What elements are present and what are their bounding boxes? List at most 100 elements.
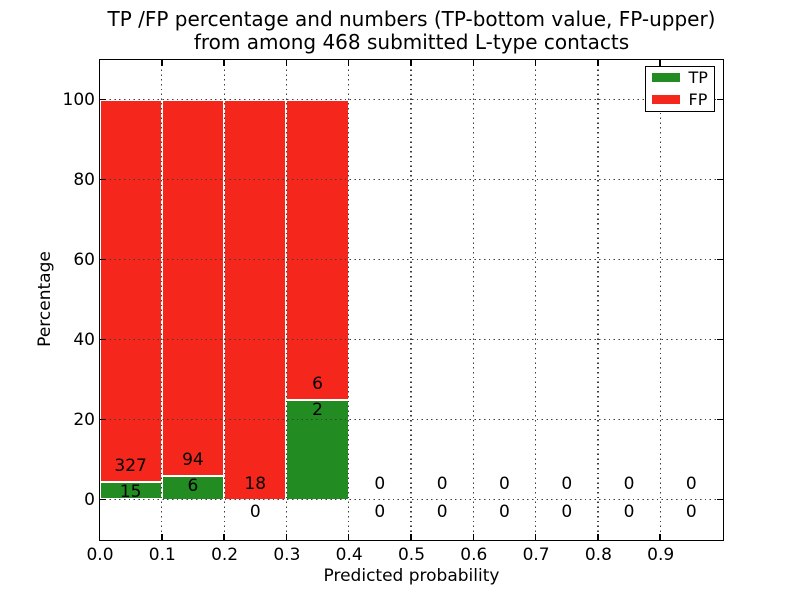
y-tick-mark bbox=[716, 98, 723, 101]
y-tick-label: 60 bbox=[73, 250, 95, 270]
x-tick-mark bbox=[659, 59, 661, 66]
y-tick-mark bbox=[99, 178, 106, 181]
fp-count-label: 6 bbox=[312, 373, 323, 394]
tp-color-swatch bbox=[651, 73, 680, 82]
gridline-horizontal bbox=[99, 338, 723, 341]
x-tick-mark bbox=[347, 533, 350, 540]
y-tick-mark bbox=[716, 338, 723, 341]
x-tick-mark bbox=[410, 533, 412, 540]
x-tick-mark bbox=[597, 533, 599, 540]
x-tick-mark bbox=[285, 533, 288, 540]
gridline-vertical bbox=[161, 59, 163, 540]
x-tick-mark bbox=[534, 59, 537, 66]
x-tick-label: 0.1 bbox=[148, 545, 176, 565]
y-tick-mark bbox=[716, 178, 723, 181]
x-axis-label: Predicted probability bbox=[323, 566, 500, 586]
gridline-horizontal bbox=[99, 498, 723, 501]
y-tick-label: 0 bbox=[84, 490, 95, 510]
y-tick-mark bbox=[716, 498, 723, 501]
gridline-vertical bbox=[410, 59, 412, 540]
gridline-horizontal bbox=[99, 418, 723, 421]
x-tick-label: 0.2 bbox=[211, 545, 239, 565]
y-tick-mark bbox=[716, 258, 723, 261]
x-tick-mark bbox=[597, 59, 599, 66]
bar-segment-tp bbox=[286, 399, 349, 500]
tp-count-label: 0 bbox=[561, 502, 573, 522]
x-tick-mark bbox=[534, 533, 537, 540]
x-tick-mark bbox=[161, 59, 163, 66]
fp-count-label: 0 bbox=[436, 473, 448, 494]
y-tick-mark bbox=[716, 418, 723, 421]
gridline-vertical bbox=[535, 59, 537, 540]
legend-label-tp: TP bbox=[688, 67, 708, 87]
tp-count-label: 0 bbox=[623, 502, 635, 522]
y-tick-label: 100 bbox=[62, 90, 95, 110]
gridline-vertical bbox=[597, 59, 599, 540]
tp-count-label: 0 bbox=[685, 502, 697, 522]
gridline-vertical bbox=[659, 59, 661, 540]
fp-count-label: 0 bbox=[623, 473, 635, 494]
plot-area: TP FP 327 15 94 6 18 0 6 2 0 0 0 0 0 0 0 0 0 0 0 0 bbox=[98, 58, 724, 541]
bar-segment-fp bbox=[286, 99, 349, 400]
gridline-vertical bbox=[472, 59, 474, 540]
legend-item-fp: FP bbox=[651, 89, 708, 109]
x-tick-label: 0.3 bbox=[273, 545, 301, 565]
y-tick-label: 20 bbox=[73, 410, 95, 430]
y-tick-mark bbox=[99, 258, 106, 261]
gridline-vertical bbox=[223, 59, 225, 540]
legend: TP FP bbox=[644, 65, 715, 112]
fp-count-label: 0 bbox=[685, 473, 697, 494]
bar-segment-fp bbox=[99, 99, 162, 482]
fp-count-label: 94 bbox=[182, 449, 204, 470]
tp-count-label: 0 bbox=[374, 502, 386, 522]
tp-count-label: 0 bbox=[436, 502, 448, 522]
bar-segment-fp bbox=[224, 99, 287, 500]
x-tick-mark bbox=[472, 59, 475, 66]
y-tick-label: 80 bbox=[73, 170, 95, 190]
tp-count-label: 15 bbox=[119, 481, 142, 502]
y-tick-mark bbox=[99, 338, 106, 341]
x-tick-mark bbox=[285, 59, 288, 66]
fp-count-label: 0 bbox=[374, 473, 386, 494]
chart-title-line1: TP /FP percentage and numbers (TP-bottom… bbox=[107, 7, 716, 31]
gridline-horizontal bbox=[99, 258, 723, 261]
x-tick-label: 0.5 bbox=[397, 545, 426, 565]
legend-label-fp: FP bbox=[688, 89, 708, 109]
x-tick-mark bbox=[223, 533, 225, 540]
x-tick-mark bbox=[472, 533, 475, 540]
fp-count-label: 0 bbox=[561, 473, 573, 494]
x-tick-mark bbox=[410, 59, 412, 66]
x-tick-mark bbox=[223, 59, 225, 66]
x-tick-label: 0.0 bbox=[86, 545, 114, 565]
x-tick-mark bbox=[659, 533, 661, 540]
gridline-vertical bbox=[348, 59, 350, 540]
x-tick-label: 0.8 bbox=[584, 545, 612, 565]
x-tick-label: 0.9 bbox=[647, 545, 675, 565]
gridline-vertical bbox=[285, 59, 288, 540]
tp-count-label: 0 bbox=[249, 502, 261, 522]
fp-count-label: 327 bbox=[114, 455, 147, 476]
fp-count-label: 0 bbox=[499, 473, 510, 494]
gridline-horizontal bbox=[99, 178, 723, 181]
x-tick-mark bbox=[347, 59, 350, 66]
fp-count-label: 18 bbox=[244, 473, 267, 494]
gridline-horizontal bbox=[99, 98, 723, 101]
y-tick-mark bbox=[99, 498, 106, 501]
y-tick-mark bbox=[99, 98, 106, 101]
bar-segment-fp bbox=[161, 99, 225, 476]
chart-title: TP /FP percentage and numbers (TP-bottom… bbox=[100, 8, 723, 53]
y-tick-label: 40 bbox=[73, 330, 95, 350]
y-tick-mark bbox=[99, 418, 106, 421]
legend-item-tp: TP bbox=[651, 67, 708, 87]
x-tick-label: 0.4 bbox=[335, 545, 363, 565]
x-tick-mark bbox=[98, 533, 101, 540]
x-tick-mark bbox=[98, 59, 101, 66]
x-tick-label: 0.6 bbox=[460, 545, 488, 565]
chart-title-line2: from among 468 submitted L-type contacts bbox=[193, 29, 630, 54]
tp-count-label: 0 bbox=[499, 502, 510, 522]
x-tick-label: 0.7 bbox=[522, 545, 550, 565]
tp-count-label: 6 bbox=[187, 475, 199, 496]
x-tick-mark bbox=[161, 533, 163, 540]
fp-color-swatch bbox=[651, 95, 680, 104]
